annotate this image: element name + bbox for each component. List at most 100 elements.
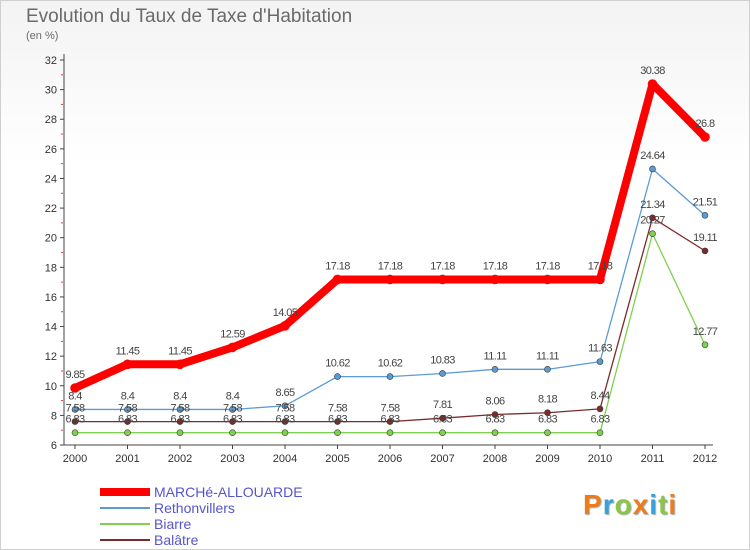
data-label: 17.18: [325, 260, 350, 272]
data-point: [281, 418, 289, 425]
data-point: [437, 274, 448, 285]
y-tick-label: 32: [45, 55, 57, 67]
data-label: 17.18: [588, 260, 613, 272]
data-point: [229, 418, 236, 425]
data-point: [124, 406, 131, 413]
data-point: [124, 429, 131, 437]
y-tick-label: 22: [45, 203, 57, 215]
y-tick-label: 14: [45, 322, 57, 334]
data-point: [386, 418, 394, 425]
data-label: 7.81: [433, 399, 452, 411]
data-label: 6.83: [275, 414, 294, 426]
y-tick-label: 6: [51, 440, 57, 452]
data-point: [124, 418, 131, 425]
data-point: [649, 165, 656, 173]
data-point: [490, 274, 500, 285]
data-point: [544, 409, 551, 417]
data-label: 12.59: [220, 328, 245, 340]
data-point: [595, 274, 605, 285]
data-label: 7.58: [118, 403, 137, 415]
legend-label: MARCHé-ALLOUARDE: [154, 484, 303, 500]
data-point: [176, 429, 184, 437]
logo-letter: t: [658, 489, 669, 520]
data-label: 8.18: [538, 394, 557, 406]
data-label: 6.83: [65, 414, 84, 426]
data-label: 11.11: [484, 350, 507, 362]
data-label: 19.11: [693, 232, 717, 244]
x-tick-label: 2007: [430, 453, 454, 465]
x-tick-label: 2005: [325, 453, 349, 465]
data-label: 7.58: [65, 403, 84, 415]
data-point: [175, 359, 185, 370]
data-label: 6.83: [485, 414, 504, 426]
x-tick-label: 2010: [588, 453, 612, 465]
data-label: 11.63: [588, 343, 612, 355]
data-point: [647, 79, 658, 89]
data-label: 7.58: [328, 403, 347, 415]
logo-letter: i: [668, 489, 678, 520]
x-tick-label: 2009: [535, 453, 559, 465]
data-point: [491, 429, 499, 437]
data-label: 7.58: [223, 403, 242, 415]
data-point: [491, 411, 499, 418]
data-label: 17.18: [430, 260, 455, 272]
data-point: [280, 320, 290, 331]
data-point: [71, 406, 79, 413]
y-tick-label: 26: [45, 144, 57, 156]
data-point: [386, 429, 394, 437]
data-label: 11.11: [536, 350, 559, 362]
data-point: [281, 402, 289, 410]
data-label: 6.83: [328, 414, 347, 426]
data-label: 6.83: [538, 414, 557, 426]
logo-letter: x: [632, 489, 650, 520]
data-point: [334, 418, 341, 425]
data-point: [229, 406, 236, 413]
data-label: 6.83: [380, 414, 399, 426]
logo-letter: P: [583, 489, 603, 520]
y-tick-label: 20: [45, 233, 57, 245]
data-point: [334, 373, 341, 380]
legend-swatch: [100, 488, 150, 496]
data-label: 14.05: [273, 307, 298, 319]
data-label: 8.4: [173, 390, 187, 402]
data-label: 8.44: [590, 390, 609, 402]
legend-swatch: [100, 523, 150, 525]
data-label: 17.18: [483, 260, 508, 272]
data-label: 10.62: [378, 358, 403, 370]
x-tick-label: 2002: [168, 453, 192, 465]
y-tick-label: 8: [51, 410, 57, 422]
legend-swatch: [100, 507, 150, 509]
data-label: 30.38: [640, 65, 665, 77]
data-point: [227, 342, 238, 353]
data-label: 9.85: [65, 369, 84, 381]
proxiti-logo: Proxiti: [583, 489, 677, 521]
legend-label: Biarre: [154, 516, 192, 532]
data-point: [701, 212, 709, 219]
data-point: [229, 429, 236, 437]
x-tick-label: 2006: [378, 453, 402, 465]
data-point: [596, 405, 604, 413]
x-tick-label: 2004: [273, 453, 297, 465]
data-point: [649, 214, 656, 222]
data-label: 21.34: [640, 199, 665, 211]
data-label: 6.83: [433, 414, 452, 426]
data-label: 11.45: [116, 345, 140, 357]
data-point: [332, 274, 343, 285]
y-tick-label: 30: [45, 85, 57, 97]
data-point: [176, 418, 184, 425]
data-point: [70, 383, 80, 393]
x-tick-label: 2003: [220, 453, 244, 465]
data-label: 6.83: [170, 414, 189, 426]
data-label: 6.83: [590, 414, 609, 426]
y-tick-label: 24: [45, 173, 57, 185]
legend-label: Balâtre: [154, 532, 199, 548]
data-point: [71, 429, 79, 437]
logo-letter: i: [649, 489, 659, 520]
data-point: [439, 429, 446, 437]
data-label: 8.4: [226, 390, 240, 402]
data-point: [71, 418, 79, 425]
x-tick-label: 2001: [115, 453, 139, 465]
data-label: 26.8: [695, 118, 714, 130]
